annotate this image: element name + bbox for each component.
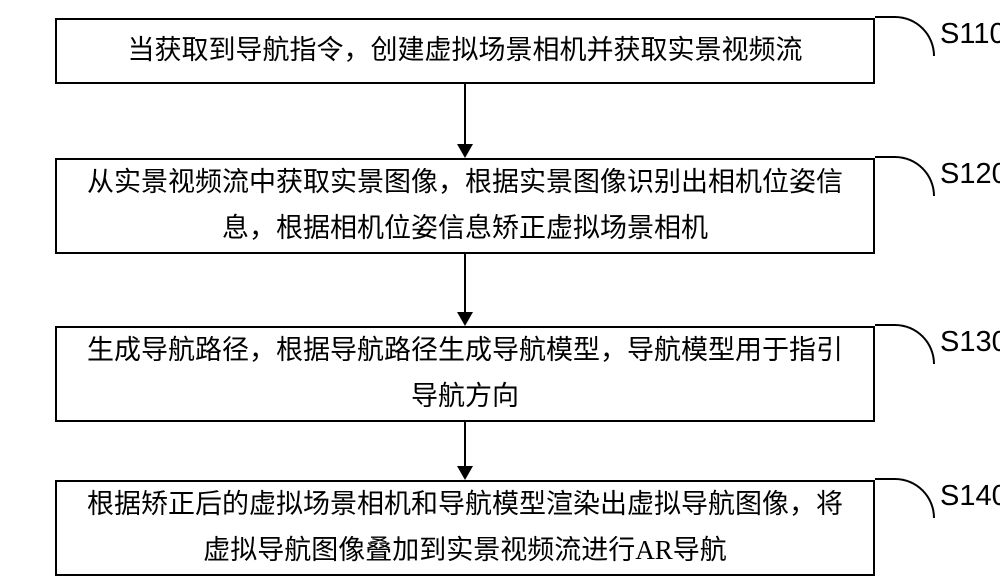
- label-connector-s110: [875, 16, 935, 56]
- arrow-head-s110-s120: [457, 144, 473, 158]
- step-box-s120: 从实景视频流中获取实景图像，根据实景图像识别出相机位姿信息，根据相机位姿信息矫正…: [55, 158, 875, 254]
- flowchart-canvas: 当获取到导航指令，创建虚拟场景相机并获取实景视频流 S110 从实景视频流中获取…: [0, 0, 1000, 587]
- step-label-s130: S130: [940, 326, 1000, 359]
- step-text: 根据矫正后的虚拟场景相机和导航模型渲染出虚拟导航图像，将虚拟导航图像叠加到实景视…: [77, 482, 853, 574]
- step-box-s110: 当获取到导航指令，创建虚拟场景相机并获取实景视频流: [55, 18, 875, 84]
- step-box-s130: 生成导航路径，根据导航路径生成导航模型，导航模型用于指引导航方向: [55, 326, 875, 422]
- step-text: 生成导航路径，根据导航路径生成导航模型，导航模型用于指引导航方向: [77, 328, 853, 420]
- step-label-s140: S140: [940, 480, 1000, 513]
- arrow-s130-s140: [464, 422, 466, 466]
- arrow-s110-s120: [464, 84, 466, 144]
- step-box-s140: 根据矫正后的虚拟场景相机和导航模型渲染出虚拟导航图像，将虚拟导航图像叠加到实景视…: [55, 480, 875, 576]
- arrow-head-s130-s140: [457, 466, 473, 480]
- label-connector-s130: [875, 324, 935, 364]
- label-connector-s140: [875, 478, 935, 518]
- arrow-head-s120-s130: [457, 312, 473, 326]
- arrow-s120-s130: [464, 254, 466, 312]
- step-text: 从实景视频流中获取实景图像，根据实景图像识别出相机位姿信息，根据相机位姿信息矫正…: [77, 160, 853, 252]
- step-label-s110: S110: [940, 18, 1000, 51]
- step-text: 当获取到导航指令，创建虚拟场景相机并获取实景视频流: [128, 28, 803, 74]
- step-label-s120: S120: [940, 158, 1000, 191]
- label-connector-s120: [875, 156, 935, 196]
